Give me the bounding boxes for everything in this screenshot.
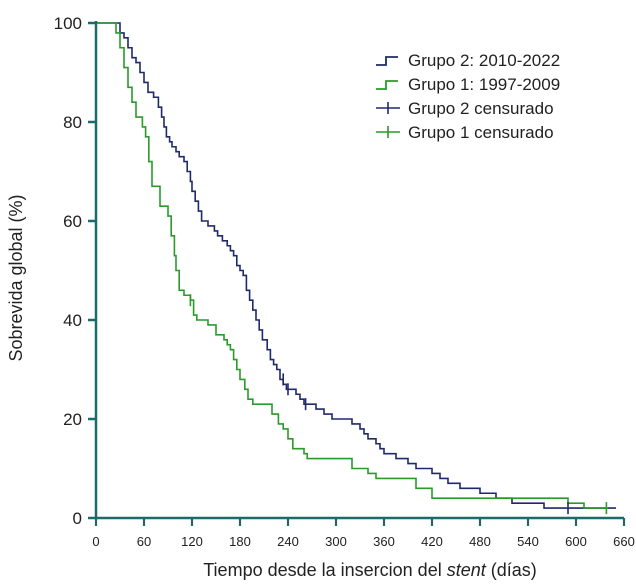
x-axis-title: Tiempo desde la insercion del stent (día… xyxy=(203,560,537,580)
legend: Grupo 2: 2010-2022 Grupo 1: 1997-2009 Grup… xyxy=(376,51,560,142)
x-tick-label: 420 xyxy=(421,534,443,549)
series-line-grupo-2 xyxy=(96,22,616,509)
x-tick-label: 60 xyxy=(137,534,151,549)
y-tick-label: 80 xyxy=(63,113,82,132)
legend-label: Grupo 1: 1997-2009 xyxy=(408,75,560,94)
x-tick-label: 180 xyxy=(229,534,251,549)
x-tick-label: 600 xyxy=(565,534,587,549)
legend-label: Grupo 2 censurado xyxy=(408,99,554,118)
y-tick-label: 100 xyxy=(54,14,82,33)
x-tick-label: 300 xyxy=(325,534,347,549)
x-tick-label: 120 xyxy=(181,534,203,549)
plot-area xyxy=(96,22,616,515)
y-axis-title: Sobrevida global (%) xyxy=(6,194,26,361)
x-tick-label: 360 xyxy=(373,534,395,549)
x-tick-label: 480 xyxy=(469,534,491,549)
censor-marks xyxy=(189,294,608,515)
axes: 0 20 40 60 80 100 0 60 120 180 240 300 360 420 480 540… xyxy=(54,14,635,549)
legend-label: Grupo 2: 2010-2022 xyxy=(408,51,560,70)
x-tick-label: 0 xyxy=(92,534,99,549)
legend-swatch xyxy=(376,56,398,66)
series-line-grupo-1 xyxy=(96,22,608,509)
legend-swatch xyxy=(376,80,398,90)
legend-label: Grupo 1 censurado xyxy=(408,123,554,142)
x-tick-label: 660 xyxy=(613,534,635,549)
y-tick-label: 20 xyxy=(63,410,82,429)
y-ticks: 0 20 40 60 80 100 xyxy=(54,14,96,528)
y-tick-label: 60 xyxy=(63,212,82,231)
x-tick-label: 240 xyxy=(277,534,299,549)
x-ticks: 0 60 120 180 240 300 360 420 480 540 600 660 xyxy=(92,518,635,549)
x-tick-label: 540 xyxy=(517,534,539,549)
y-tick-label: 40 xyxy=(63,311,82,330)
y-tick-label: 0 xyxy=(73,509,82,528)
